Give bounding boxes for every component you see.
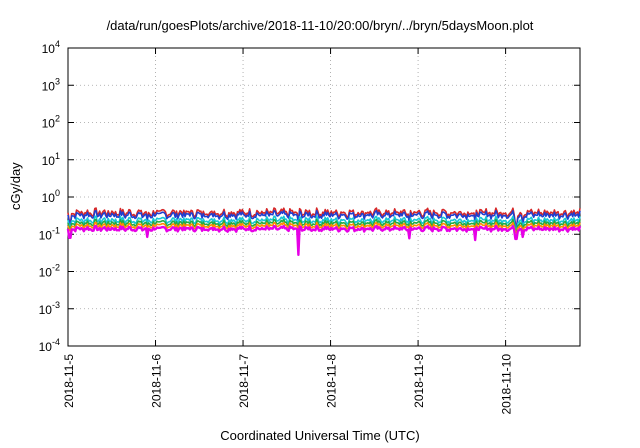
y-tick-label: 101 — [42, 151, 60, 168]
chart-title: /data/run/goesPlots/archive/2018-11-10/2… — [106, 18, 534, 33]
y-tick-label: 100 — [42, 188, 60, 205]
series-line — [67, 221, 581, 235]
y-tick-label: 10-4 — [39, 337, 60, 354]
series-line — [66, 224, 582, 257]
series-line — [67, 209, 581, 228]
y-tick-label: 10-2 — [39, 263, 60, 280]
series-line — [67, 218, 581, 233]
x-tick-label: 2018-11-7 — [237, 354, 251, 408]
x-tick-label: 2018-11-6 — [150, 354, 164, 408]
y-tick-label: 104 — [42, 39, 60, 56]
x-tick-label: 2018-11-10 — [500, 354, 514, 415]
x-tick-label: 2018-11-8 — [325, 354, 339, 408]
y-tick-label: 103 — [42, 76, 60, 93]
x-axis-label: Coordinated Universal Time (UTC) — [220, 428, 420, 443]
y-tick-label: 10-3 — [39, 300, 60, 317]
x-tick-label: 2018-11-5 — [62, 354, 76, 408]
series-line — [67, 215, 581, 232]
y-tick-label: 102 — [42, 114, 60, 131]
x-tick-label: 2018-11-9 — [412, 354, 426, 408]
y-tick-label: 10-1 — [39, 225, 60, 242]
